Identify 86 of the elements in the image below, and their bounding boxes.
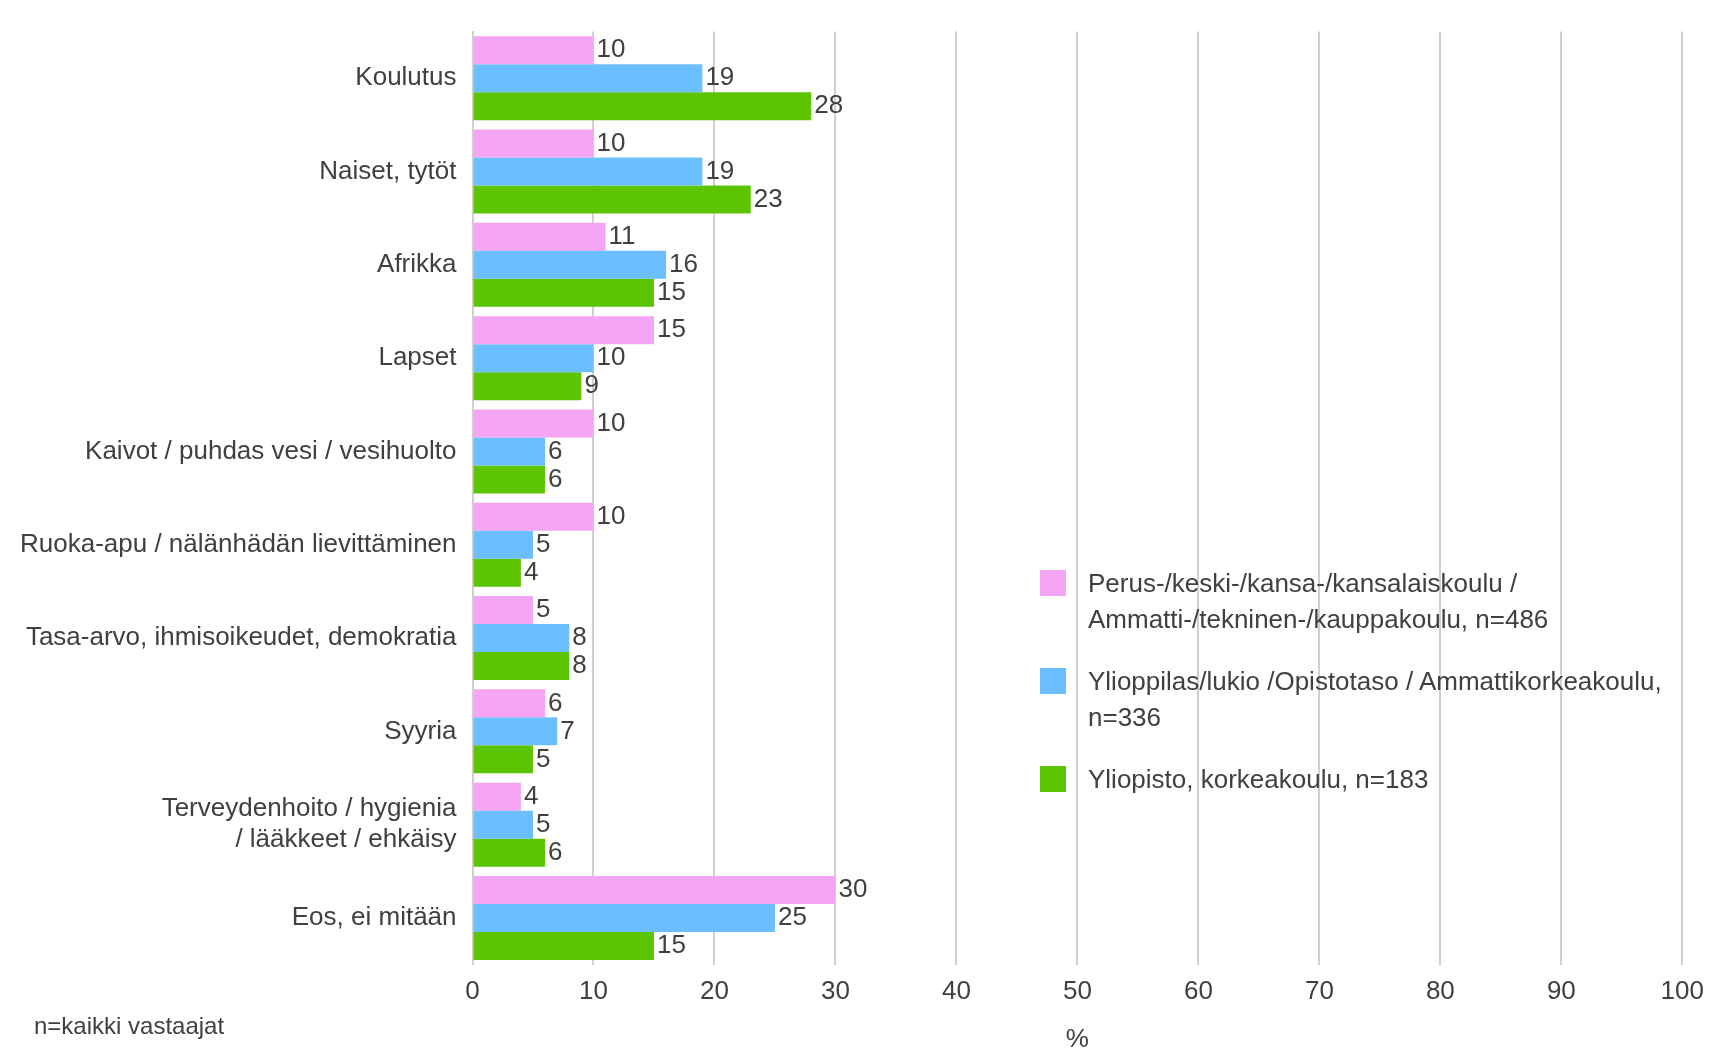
bar	[473, 931, 654, 960]
y-tick-label: Naiset, tytöt	[319, 154, 458, 185]
y-tick-label: Syyria	[384, 714, 458, 745]
bar	[473, 222, 606, 251]
y-tick-label: Eos, ei mitään	[291, 901, 457, 932]
data-label: 15	[656, 276, 686, 307]
data-label: 19	[705, 154, 735, 185]
bar	[473, 278, 654, 307]
x-tick-label: 20	[700, 975, 729, 1006]
data-label: 7	[560, 714, 575, 745]
bar	[473, 465, 546, 494]
bar	[473, 92, 812, 121]
bar	[473, 624, 570, 653]
x-tick-label: 70	[1304, 975, 1334, 1006]
bar	[473, 717, 558, 746]
x-tick-label: 90	[1546, 975, 1576, 1006]
x-tick-label: 10	[579, 975, 608, 1006]
bar	[473, 903, 775, 932]
data-label: 11	[608, 220, 636, 251]
data-label: 10	[596, 341, 626, 372]
y-tick-label: Koulutus	[355, 61, 457, 92]
y-tick-label: Kaivot / puhdas vesi / vesihuolto	[85, 434, 457, 465]
x-tick-label: 100	[1660, 975, 1705, 1006]
y-tick-label: Ruoka-apu / nälänhädän lievittäminen	[20, 527, 457, 558]
data-label: 4	[523, 555, 539, 586]
bar	[473, 558, 521, 587]
bar	[473, 530, 534, 559]
data-label: 6	[548, 434, 563, 465]
bar	[473, 838, 546, 867]
data-label: 8	[572, 649, 587, 680]
legend-label: Ylioppilas/lukio /Opistotaso / Ammattikorkeakoulu, n=336	[1088, 665, 1663, 734]
data-label: 6	[548, 835, 563, 866]
bar	[473, 875, 836, 904]
data-label: 25	[777, 901, 807, 932]
text: n=kaikki vastaajat	[34, 1012, 225, 1040]
data-label: 6	[548, 462, 563, 493]
data-label: 5	[536, 527, 551, 558]
data-label: 15	[656, 313, 686, 344]
legend-label: Yliopisto, korkeakoulu, n=183	[1088, 763, 1429, 796]
x-tick-label: 80	[1425, 975, 1455, 1006]
x-tick-label: 60	[1183, 975, 1213, 1006]
bar	[473, 64, 703, 93]
data-label: 10	[596, 126, 626, 157]
bar	[473, 129, 594, 158]
data-label: 8	[572, 621, 587, 652]
data-label: 19	[705, 61, 735, 92]
bar	[473, 502, 594, 531]
x-tick-label: 0	[465, 975, 480, 1006]
data-label: 23	[753, 182, 783, 213]
bar	[473, 250, 667, 279]
bar	[473, 409, 594, 438]
bar	[473, 185, 751, 214]
bar	[473, 372, 582, 401]
data-label: 5	[536, 742, 551, 773]
x-tick-label: 30	[820, 975, 850, 1006]
legend-label: Perus-/keski-/kansa-/kansalaiskoulu / Ammatti-/tekninen-/kauppakoulu, n=486	[1088, 567, 1550, 636]
bar	[473, 36, 594, 65]
bar	[473, 782, 521, 811]
x-tick-label: 50	[1062, 975, 1092, 1006]
bar	[473, 437, 546, 466]
y-tick-label: Lapset	[378, 341, 458, 372]
bar	[473, 745, 534, 774]
y-tick-label: Afrikka	[377, 248, 458, 279]
data-label: 15	[656, 929, 686, 960]
y-tick-label: Tasa-arvo, ihmisoikeudet, demokratia	[25, 621, 458, 652]
y-tick-label: Terveydenhoito / hygienia / lääkkeet / ehkäisy	[161, 792, 458, 854]
x-axis-title: %	[1065, 1022, 1089, 1053]
data-label: 6	[548, 686, 563, 717]
data-label: 10	[596, 406, 626, 437]
data-label: 16	[669, 248, 698, 279]
data-label: 28	[814, 89, 844, 120]
bar	[473, 344, 594, 373]
bar	[473, 157, 703, 186]
bar	[473, 316, 654, 345]
bar	[473, 652, 570, 681]
data-label: 5	[536, 593, 551, 624]
data-label: 30	[838, 873, 868, 904]
data-label: 10	[596, 499, 626, 530]
data-label: 5	[536, 807, 551, 838]
data-label: 9	[584, 369, 599, 400]
bar	[473, 810, 534, 839]
x-tick-label: 40	[941, 975, 971, 1006]
bar	[473, 689, 546, 718]
bar	[473, 596, 534, 625]
data-label: 4	[523, 779, 539, 810]
data-label: 10	[596, 33, 626, 64]
